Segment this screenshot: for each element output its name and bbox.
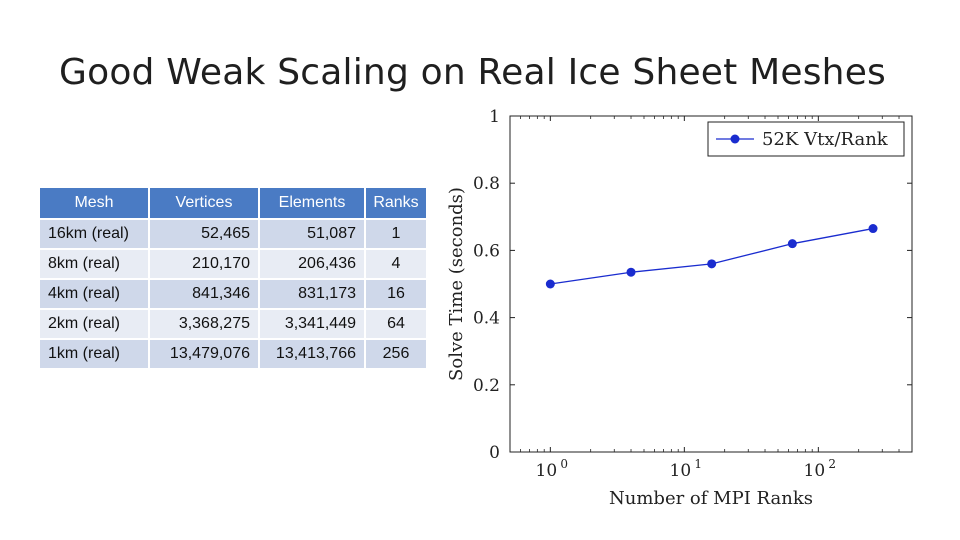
table-row: 1km (real) 13,479,076 13,413,766 256 <box>40 340 426 368</box>
x-tick-label: 10 <box>670 461 692 481</box>
table-header-row: Mesh Vertices Elements Ranks <box>40 188 426 218</box>
table-row: 8km (real) 210,170 206,436 4 <box>40 250 426 278</box>
x-tick-exponent: 0 <box>560 457 568 471</box>
cell-ranks: 64 <box>366 310 426 338</box>
plot-frame <box>510 116 912 452</box>
cell-vertices: 52,465 <box>150 220 258 248</box>
data-point <box>869 224 878 233</box>
x-tick-exponent: 1 <box>694 457 702 471</box>
cell-elements: 51,087 <box>260 220 364 248</box>
cell-vertices: 210,170 <box>150 250 258 278</box>
header-vertices: Vertices <box>150 188 258 218</box>
x-axis-label: Number of MPI Ranks <box>609 488 813 509</box>
x-tick-exponent: 2 <box>828 457 836 471</box>
cell-ranks: 256 <box>366 340 426 368</box>
y-tick-label: 0.2 <box>473 376 500 396</box>
cell-mesh: 2km (real) <box>40 310 148 338</box>
y-tick-label: 1 <box>489 107 500 127</box>
chart-legend: 52K Vtx/Rank <box>708 122 904 156</box>
legend-label: 52K Vtx/Rank <box>762 129 889 150</box>
y-tick-label: 0.8 <box>473 174 500 194</box>
header-mesh: Mesh <box>40 188 148 218</box>
table-row: 2km (real) 3,368,275 3,341,449 64 <box>40 310 426 338</box>
cell-elements: 3,341,449 <box>260 310 364 338</box>
y-tick-label: 0.4 <box>473 309 500 329</box>
y-tick-label: 0 <box>489 443 500 463</box>
table-row: 4km (real) 841,346 831,173 16 <box>40 280 426 308</box>
y-axis-label: Solve Time (seconds) <box>446 187 467 381</box>
cell-ranks: 4 <box>366 250 426 278</box>
cell-mesh: 8km (real) <box>40 250 148 278</box>
table-row: 16km (real) 52,465 51,087 1 <box>40 220 426 248</box>
cell-elements: 13,413,766 <box>260 340 364 368</box>
cell-ranks: 16 <box>366 280 426 308</box>
x-tick-label: 10 <box>804 461 826 481</box>
cell-mesh: 4km (real) <box>40 280 148 308</box>
cell-vertices: 13,479,076 <box>150 340 258 368</box>
data-point <box>788 239 797 248</box>
cell-elements: 206,436 <box>260 250 364 278</box>
cell-vertices: 841,346 <box>150 280 258 308</box>
header-elements: Elements <box>260 188 364 218</box>
mesh-table: Mesh Vertices Elements Ranks 16km (real)… <box>38 186 428 370</box>
series-line <box>550 229 873 284</box>
y-tick-label: 0.6 <box>473 241 500 261</box>
x-tick-label: 10 <box>536 461 558 481</box>
header-ranks: Ranks <box>366 188 426 218</box>
data-point <box>627 268 636 277</box>
data-point <box>707 259 716 268</box>
cell-mesh: 16km (real) <box>40 220 148 248</box>
cell-elements: 831,173 <box>260 280 364 308</box>
cell-ranks: 1 <box>366 220 426 248</box>
slide-title: Good Weak Scaling on Real Ice Sheet Mesh… <box>0 52 945 93</box>
legend-marker <box>731 135 740 144</box>
cell-mesh: 1km (real) <box>40 340 148 368</box>
cell-vertices: 3,368,275 <box>150 310 258 338</box>
data-point <box>546 280 555 289</box>
